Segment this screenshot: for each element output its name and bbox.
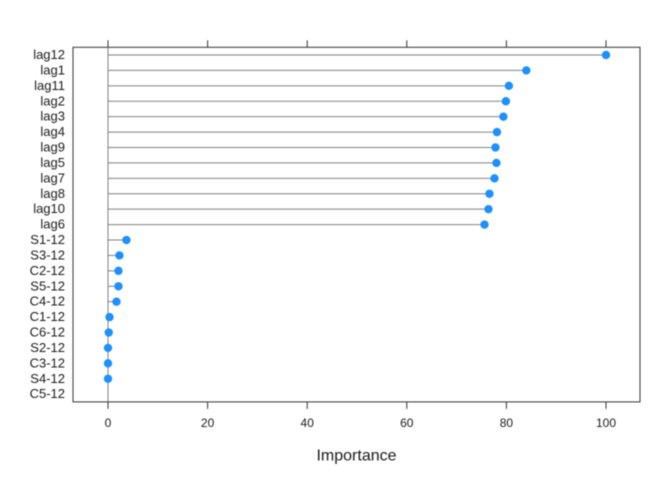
svg-text:C1-12: C1-12 xyxy=(30,309,65,324)
svg-text:lag6: lag6 xyxy=(40,217,65,232)
svg-text:S2-12: S2-12 xyxy=(30,340,65,355)
svg-text:Importance: Importance xyxy=(316,448,396,465)
svg-text:lag10: lag10 xyxy=(33,201,65,216)
svg-text:C3-12: C3-12 xyxy=(30,355,65,370)
svg-text:S1-12: S1-12 xyxy=(30,232,65,247)
svg-text:lag12: lag12 xyxy=(33,47,65,62)
svg-text:S4-12: S4-12 xyxy=(30,371,65,386)
svg-text:20: 20 xyxy=(201,416,215,430)
svg-text:lag11: lag11 xyxy=(34,78,65,93)
svg-text:lag2: lag2 xyxy=(40,93,65,108)
svg-text:lag4: lag4 xyxy=(40,124,65,139)
svg-text:lag8: lag8 xyxy=(40,186,65,201)
svg-text:S5-12: S5-12 xyxy=(30,278,65,293)
svg-text:lag1: lag1 xyxy=(40,62,65,77)
svg-text:80: 80 xyxy=(500,416,514,430)
svg-text:lag5: lag5 xyxy=(40,155,65,170)
svg-text:lag3: lag3 xyxy=(40,109,65,124)
svg-text:0: 0 xyxy=(105,416,112,430)
svg-text:S3-12: S3-12 xyxy=(30,247,65,262)
svg-text:C4-12: C4-12 xyxy=(30,294,65,309)
svg-text:C5-12: C5-12 xyxy=(30,386,65,401)
svg-text:40: 40 xyxy=(301,416,315,430)
svg-text:C2-12: C2-12 xyxy=(30,263,65,278)
svg-text:lag7: lag7 xyxy=(40,170,65,185)
svg-text:60: 60 xyxy=(400,416,414,430)
svg-text:lag9: lag9 xyxy=(40,140,65,155)
svg-text:100: 100 xyxy=(596,416,616,430)
svg-text:C6-12: C6-12 xyxy=(30,325,65,340)
